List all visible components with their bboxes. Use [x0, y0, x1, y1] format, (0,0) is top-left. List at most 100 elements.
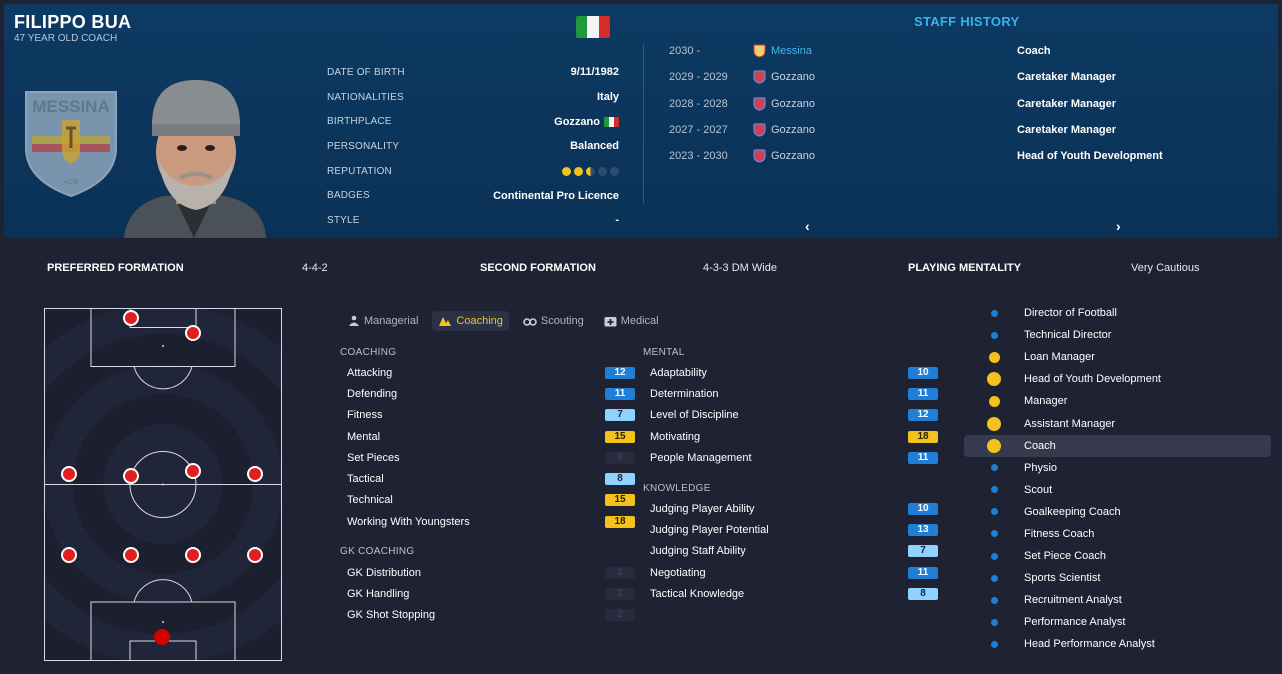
- role-row[interactable]: Sports Scientist: [964, 567, 1271, 589]
- history-club[interactable]: Gozzano: [753, 123, 1017, 137]
- player-marker[interactable]: [123, 468, 139, 484]
- history-row: 2027 - 2027 Gozzano Caretaker Manager: [669, 117, 1229, 143]
- player-marker[interactable]: [247, 547, 263, 563]
- role-row[interactable]: Director of Football: [964, 302, 1271, 324]
- role-row[interactable]: Fitness Coach: [964, 523, 1271, 545]
- history-club[interactable]: Gozzano: [753, 97, 1017, 111]
- suitability-dot-icon: [987, 438, 1001, 453]
- attribute-value: 13: [908, 523, 938, 536]
- history-row: 2023 - 2030 Gozzano Head of Youth Develo…: [669, 143, 1229, 169]
- tab-medical[interactable]: Medical: [598, 311, 665, 331]
- role-dot-wrap: [964, 416, 1024, 431]
- attribute-row[interactable]: Technical 15: [347, 490, 635, 511]
- history-club[interactable]: Messina: [753, 44, 1017, 58]
- attribute-row[interactable]: Judging Player Potential 13: [650, 519, 938, 540]
- svg-text:ACR: ACR: [64, 179, 79, 186]
- attribute-row[interactable]: Tactical 8: [347, 468, 635, 489]
- role-row[interactable]: Coach: [964, 434, 1271, 457]
- attribute-row[interactable]: GK Distribution 2: [347, 562, 635, 583]
- star-icon: [598, 166, 607, 176]
- attribute-row[interactable]: Tactical Knowledge 8: [650, 583, 938, 604]
- role-row[interactable]: Goalkeeping Coach: [964, 501, 1271, 523]
- role-row[interactable]: Set Piece Coach: [964, 545, 1271, 567]
- role-row[interactable]: Manager: [964, 390, 1271, 412]
- coaching-attributes: Attacking 12 Defending 11 Fitness 7 Mental 1…: [347, 362, 635, 532]
- attribute-row[interactable]: Judging Player Ability 10: [650, 498, 938, 519]
- history-club[interactable]: Gozzano: [753, 70, 1017, 85]
- attribute-name: Attacking: [347, 366, 393, 379]
- attribute-row[interactable]: Determination 11: [650, 383, 938, 404]
- attribute-row[interactable]: Level of Discipline 12: [650, 405, 938, 426]
- attribute-row[interactable]: Fitness 7: [347, 405, 635, 426]
- staff-history-title: STAFF HISTORY: [914, 14, 1020, 29]
- attribute-row[interactable]: Judging Staff Ability 7: [650, 541, 938, 562]
- info-value-birthplace[interactable]: Gozzano: [554, 116, 619, 128]
- role-row[interactable]: Head Performance Analyst: [964, 633, 1271, 655]
- player-marker[interactable]: [123, 310, 139, 326]
- role-suitability-list: Director of Football Technical Director Lo…: [964, 302, 1271, 656]
- player-marker[interactable]: [61, 466, 77, 482]
- attribute-row[interactable]: Working With Youngsters 18: [347, 511, 635, 532]
- attribute-row[interactable]: Attacking 12: [347, 362, 635, 383]
- player-marker[interactable]: [123, 547, 139, 563]
- attribute-name: Negotiating: [650, 566, 706, 579]
- attribute-row[interactable]: GK Shot Stopping 2: [347, 605, 635, 626]
- gozzano-badge-icon: [753, 97, 766, 111]
- attribute-value: 15: [605, 430, 635, 443]
- attribute-tabs: Managerial Coaching Scouting Medical: [342, 311, 665, 331]
- managerial-icon: [349, 315, 359, 326]
- attribute-row[interactable]: Mental 15: [347, 426, 635, 447]
- attribute-row[interactable]: Defending 11: [347, 383, 635, 404]
- player-marker[interactable]: [185, 325, 201, 341]
- attribute-value: 11: [605, 387, 635, 400]
- binoculars-icon: [523, 318, 537, 326]
- history-years: 2028 - 2028: [669, 97, 728, 110]
- attribute-value: 12: [605, 366, 635, 379]
- tab-managerial[interactable]: Managerial: [342, 311, 424, 331]
- attribute-row[interactable]: Negotiating 11: [650, 562, 938, 583]
- role-row[interactable]: Scout: [964, 479, 1271, 501]
- attribute-name: Level of Discipline: [650, 409, 739, 422]
- role-name: Scout: [1024, 483, 1053, 496]
- role-row[interactable]: Recruitment Analyst: [964, 589, 1271, 611]
- role-row[interactable]: Head of Youth Development: [964, 368, 1271, 390]
- info-label: NATIONALITIES: [327, 91, 404, 103]
- role-row[interactable]: Performance Analyst: [964, 611, 1271, 633]
- attribute-name: Defending: [347, 387, 398, 400]
- history-prev-button[interactable]: ‹: [805, 218, 810, 234]
- player-marker[interactable]: [185, 547, 201, 563]
- club-crest-icon[interactable]: MESSINA ACR: [22, 88, 120, 200]
- info-value: Balanced: [570, 140, 619, 153]
- suitability-dot-icon: [990, 618, 998, 626]
- info-value[interactable]: Italy: [596, 91, 619, 104]
- info-label: PERSONALITY: [327, 140, 400, 152]
- player-marker[interactable]: [61, 547, 77, 563]
- formation-pitch: [44, 308, 282, 661]
- attribute-row[interactable]: GK Handling 2: [347, 583, 635, 604]
- role-row[interactable]: Technical Director: [964, 324, 1271, 346]
- goalkeeper-marker[interactable]: [154, 629, 170, 645]
- attribute-name: Working With Youngsters: [347, 515, 470, 528]
- info-row-date-of-birth: DATE OF BIRTH 9/11/1982: [327, 60, 619, 85]
- attribute-row[interactable]: Motivating 18: [650, 426, 938, 447]
- info-row-birthplace: BIRTHPLACE Gozzano: [327, 109, 619, 134]
- tab-scouting[interactable]: Scouting: [517, 311, 590, 331]
- suitability-dot-icon: [990, 486, 998, 494]
- role-dot-wrap: [964, 395, 1024, 407]
- history-next-button[interactable]: ›: [1116, 218, 1121, 234]
- attribute-row[interactable]: Set Pieces 5: [347, 447, 635, 468]
- role-row[interactable]: Assistant Manager: [964, 412, 1271, 434]
- club-name: Gozzano: [771, 150, 816, 163]
- attribute-value: 2: [605, 609, 635, 622]
- attribute-row[interactable]: Adaptability 10: [650, 362, 938, 383]
- tab-coaching[interactable]: Coaching: [432, 311, 509, 331]
- role-name: Manager: [1024, 395, 1068, 408]
- attribute-row[interactable]: People Management 11: [650, 447, 938, 468]
- role-dot-wrap: [964, 486, 1024, 494]
- player-marker[interactable]: [185, 463, 201, 479]
- player-marker[interactable]: [247, 466, 263, 482]
- role-row[interactable]: Physio: [964, 457, 1271, 479]
- role-row[interactable]: Loan Manager: [964, 346, 1271, 368]
- preferred-formation-label: PREFERRED FORMATION: [47, 262, 184, 274]
- history-club[interactable]: Gozzano: [753, 149, 1017, 163]
